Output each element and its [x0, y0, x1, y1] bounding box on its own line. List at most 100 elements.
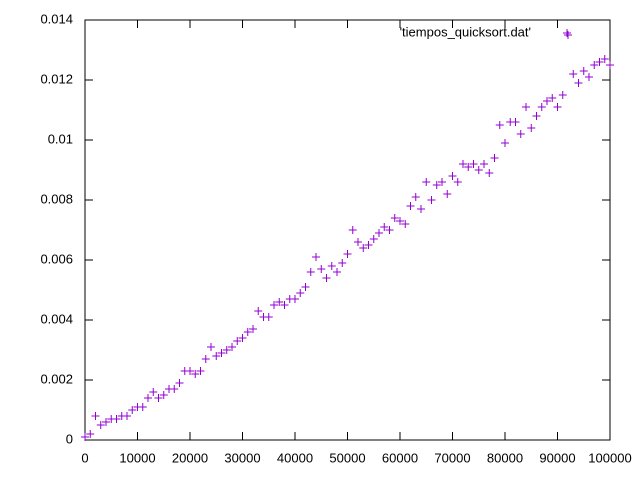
point [422, 178, 431, 186]
point [233, 337, 242, 345]
point [81, 433, 89, 441]
point [348, 226, 357, 234]
point [170, 385, 179, 393]
point [558, 91, 567, 99]
point [212, 352, 221, 360]
point [390, 214, 399, 222]
point [574, 79, 583, 87]
point [207, 343, 215, 351]
point [427, 196, 436, 204]
point [369, 235, 378, 243]
point [243, 328, 252, 336]
point [464, 163, 473, 171]
point [296, 289, 305, 297]
x-tick-label: 0 [81, 450, 88, 465]
point [448, 172, 457, 180]
x-tick-label: 100000 [588, 450, 631, 465]
y-tick-label: 0 [66, 431, 73, 446]
point [112, 415, 121, 423]
x-tick-label: 90000 [539, 450, 575, 465]
point [543, 97, 551, 105]
point [438, 178, 446, 186]
point [401, 220, 410, 228]
point [175, 379, 184, 387]
point [254, 307, 263, 315]
point [238, 334, 247, 342]
point [317, 265, 326, 273]
point [86, 430, 95, 438]
point [485, 169, 494, 177]
point [123, 412, 131, 420]
point [144, 394, 152, 402]
point [501, 139, 509, 147]
point [590, 61, 599, 69]
x-tick-label: 10000 [119, 450, 155, 465]
y-tick-label: 0.002 [40, 371, 73, 386]
x-tick-label: 30000 [224, 450, 260, 465]
point [459, 160, 467, 168]
x-tick-label: 20000 [172, 450, 208, 465]
point [537, 103, 546, 111]
point [291, 295, 299, 303]
point [191, 370, 200, 378]
point [354, 238, 362, 246]
x-tick-label: 50000 [329, 450, 365, 465]
point [149, 388, 158, 396]
point [343, 250, 352, 258]
point [359, 244, 368, 252]
point [569, 70, 578, 78]
point [432, 181, 441, 189]
point [270, 301, 278, 309]
x-tick-label: 80000 [487, 450, 523, 465]
y-tick-label: 0.008 [40, 191, 73, 206]
point [312, 253, 320, 261]
point [469, 160, 478, 168]
point [333, 268, 341, 276]
point [102, 418, 110, 426]
x-tick-label: 70000 [434, 450, 470, 465]
point [186, 367, 194, 375]
point [385, 226, 394, 234]
point [548, 94, 557, 102]
point [264, 313, 273, 321]
point [532, 112, 541, 120]
point [196, 367, 205, 375]
point [511, 118, 520, 126]
point [201, 355, 210, 363]
legend-marker [563, 29, 571, 37]
point [96, 421, 105, 429]
point [474, 166, 483, 174]
point [380, 223, 389, 231]
point [522, 103, 530, 111]
y-tick-label: 0.014 [40, 11, 73, 26]
point [338, 259, 347, 267]
point [364, 241, 373, 249]
x-tick-label: 40000 [277, 450, 313, 465]
y-tick-label: 0.012 [40, 71, 73, 86]
legend-label: 'tiempos_quicksort.dat' [400, 24, 531, 39]
point [406, 202, 415, 210]
point [301, 283, 310, 291]
y-tick-label: 0.004 [40, 311, 73, 326]
point [275, 298, 284, 306]
point [375, 229, 383, 237]
point [91, 412, 100, 420]
point [480, 160, 488, 168]
point [600, 55, 609, 63]
point [579, 67, 588, 75]
point [222, 346, 231, 354]
point [453, 178, 462, 186]
point [228, 343, 236, 351]
point [322, 274, 331, 282]
point [495, 121, 504, 129]
point [585, 73, 593, 81]
plot-border [84, 19, 611, 441]
point [606, 61, 614, 69]
point [527, 124, 536, 132]
point [595, 58, 604, 66]
point [280, 301, 289, 309]
point [327, 262, 336, 270]
y-tick-label: 0.01 [48, 131, 73, 146]
point [128, 406, 137, 414]
